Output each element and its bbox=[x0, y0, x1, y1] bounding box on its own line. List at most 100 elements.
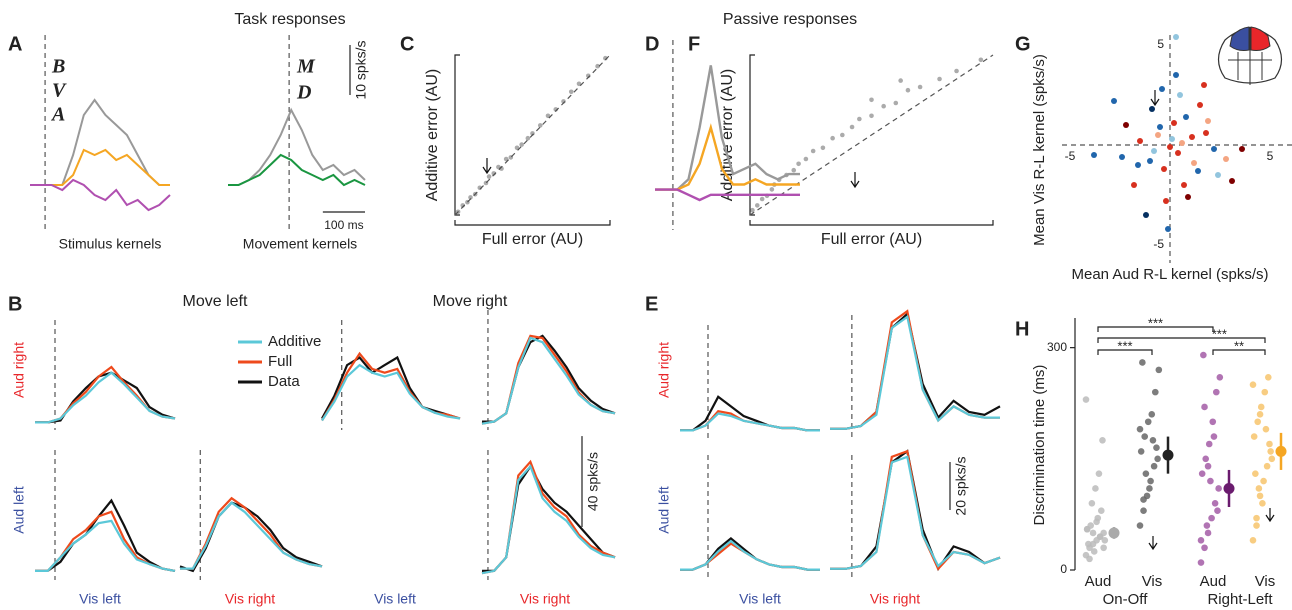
point bbox=[1140, 496, 1147, 503]
point bbox=[1183, 114, 1189, 120]
point bbox=[460, 203, 466, 208]
point bbox=[1202, 455, 1210, 463]
x-label: Vis left bbox=[79, 591, 121, 607]
diagonal bbox=[749, 54, 994, 216]
significance: *** bbox=[1117, 338, 1132, 353]
point bbox=[1197, 537, 1205, 544]
point bbox=[1151, 388, 1159, 396]
point bbox=[978, 57, 984, 63]
point bbox=[1253, 514, 1260, 522]
x-tick-label: Aud bbox=[1085, 573, 1112, 590]
point bbox=[769, 187, 775, 192]
point bbox=[1264, 373, 1272, 381]
point bbox=[857, 116, 862, 122]
point bbox=[1256, 411, 1264, 418]
trace bbox=[321, 355, 461, 420]
point bbox=[1201, 403, 1208, 411]
point bbox=[1207, 477, 1214, 485]
point bbox=[1208, 514, 1215, 522]
trace bbox=[30, 148, 170, 186]
x-label: Vis right bbox=[520, 591, 570, 607]
point bbox=[1263, 462, 1271, 470]
trace bbox=[30, 178, 171, 212]
x-label: Vis right bbox=[870, 591, 920, 607]
point bbox=[869, 97, 874, 103]
significance: *** bbox=[1148, 315, 1163, 330]
point bbox=[499, 166, 504, 171]
y-axis-label: Discrimination time (ms) bbox=[1031, 365, 1048, 526]
point bbox=[1239, 146, 1245, 152]
point bbox=[1191, 160, 1197, 166]
arrow bbox=[1150, 90, 1160, 107]
point bbox=[1189, 134, 1195, 140]
point bbox=[1147, 477, 1154, 485]
point bbox=[1135, 162, 1141, 168]
point bbox=[1204, 529, 1212, 537]
point bbox=[530, 131, 535, 136]
column-title: Move left bbox=[183, 293, 248, 310]
bracket bbox=[1212, 349, 1266, 355]
point bbox=[1123, 122, 1129, 128]
point bbox=[1090, 548, 1098, 555]
point bbox=[1151, 148, 1157, 154]
point bbox=[1159, 86, 1165, 92]
panel-letter: G bbox=[1015, 33, 1031, 55]
trace bbox=[830, 309, 1000, 430]
y-axis-label: Additive error (AU) bbox=[424, 69, 441, 201]
point bbox=[1173, 72, 1179, 78]
panel-letter: C bbox=[400, 33, 414, 55]
point bbox=[1177, 92, 1183, 98]
trace bbox=[830, 449, 1001, 571]
significance: ** bbox=[1234, 338, 1244, 353]
point bbox=[595, 63, 600, 69]
point bbox=[1212, 388, 1220, 396]
point bbox=[917, 84, 923, 90]
point bbox=[561, 99, 566, 104]
panel-letter: D bbox=[645, 33, 659, 55]
point bbox=[1215, 172, 1221, 178]
point bbox=[545, 113, 551, 119]
point bbox=[1131, 182, 1137, 188]
trace bbox=[830, 314, 1000, 430]
group-label: On-Off bbox=[1103, 591, 1149, 608]
point bbox=[1097, 507, 1105, 515]
panel-letter: F bbox=[688, 33, 700, 55]
x-tick-label: -5 bbox=[1065, 149, 1076, 163]
point bbox=[1148, 411, 1156, 418]
trace bbox=[228, 107, 366, 186]
point bbox=[1256, 492, 1264, 500]
point bbox=[1254, 418, 1262, 426]
point bbox=[1146, 485, 1153, 492]
point bbox=[1142, 470, 1150, 477]
trace bbox=[680, 536, 820, 571]
point bbox=[1167, 144, 1173, 150]
significance: *** bbox=[1212, 326, 1227, 341]
trace bbox=[830, 455, 1001, 570]
point bbox=[1171, 120, 1177, 126]
point bbox=[1179, 140, 1185, 146]
point bbox=[568, 89, 574, 95]
point bbox=[586, 73, 591, 79]
scale-label: 40 spks/s bbox=[585, 452, 601, 511]
brain-icon bbox=[1217, 26, 1283, 85]
point bbox=[754, 203, 760, 208]
trace bbox=[30, 98, 170, 186]
point bbox=[1223, 156, 1229, 162]
point bbox=[1257, 403, 1265, 411]
point bbox=[1139, 359, 1146, 366]
point bbox=[455, 209, 461, 215]
point bbox=[553, 107, 559, 112]
y-tick-label: 300 bbox=[1047, 340, 1067, 354]
legend-label: Data bbox=[268, 373, 300, 390]
y-tick-label: 5 bbox=[1157, 37, 1164, 51]
point bbox=[830, 135, 835, 141]
trace bbox=[655, 123, 800, 191]
x-tick-label: Vis bbox=[1255, 573, 1276, 590]
point bbox=[937, 76, 942, 82]
point bbox=[759, 196, 765, 202]
point bbox=[1195, 168, 1201, 174]
point bbox=[483, 180, 489, 186]
mean bbox=[1275, 445, 1287, 457]
point bbox=[1083, 525, 1091, 533]
point bbox=[1185, 194, 1191, 200]
